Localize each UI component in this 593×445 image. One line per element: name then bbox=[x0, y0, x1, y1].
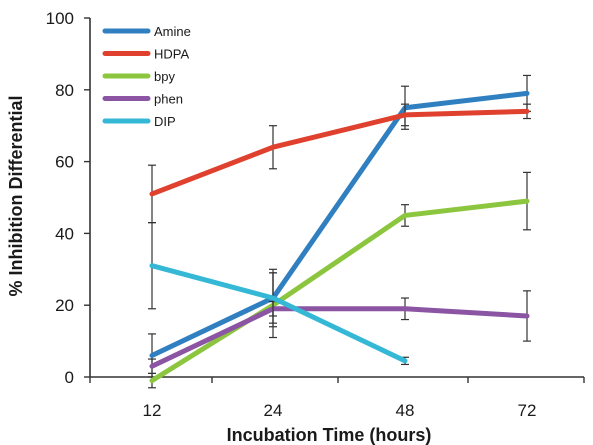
x-tick-label: 48 bbox=[396, 401, 415, 420]
y-tick-label: 40 bbox=[55, 224, 74, 243]
series-layer bbox=[148, 74, 531, 389]
legend-label: DIP bbox=[154, 114, 176, 129]
y-tick-label: 60 bbox=[55, 153, 74, 172]
y-tick-label: 20 bbox=[55, 296, 74, 315]
y-tick-label: 100 bbox=[46, 9, 74, 28]
legend-label: HDPA bbox=[154, 47, 189, 62]
series-line-hdpa bbox=[149, 108, 530, 197]
legend-label: phen bbox=[154, 92, 183, 107]
series-line-dip bbox=[149, 263, 408, 364]
series-dip bbox=[148, 222, 409, 366]
series-hdpa bbox=[148, 103, 531, 224]
x-tick-label: 24 bbox=[264, 401, 283, 420]
x-tick-label: 12 bbox=[143, 401, 162, 420]
legend-label: bpy bbox=[154, 69, 175, 84]
y-tick-label: 80 bbox=[55, 81, 74, 100]
y-axis-title: % Inhibition Differential bbox=[6, 96, 26, 297]
series-phen bbox=[148, 290, 531, 375]
series-line-bpy bbox=[149, 198, 530, 384]
series-line-phen bbox=[149, 306, 530, 369]
legend-label: Amine bbox=[154, 24, 191, 39]
x-tick-label: 72 bbox=[518, 401, 537, 420]
series-line-amine bbox=[149, 90, 530, 358]
axes: 0 20 40 60 80 100 12 24 48 72 bbox=[46, 9, 585, 420]
legend: Amine HDPA bpy phen DIP bbox=[102, 24, 191, 129]
y-tick-label: 0 bbox=[65, 368, 74, 387]
x-axis-title: Incubation Time (hours) bbox=[227, 425, 432, 445]
